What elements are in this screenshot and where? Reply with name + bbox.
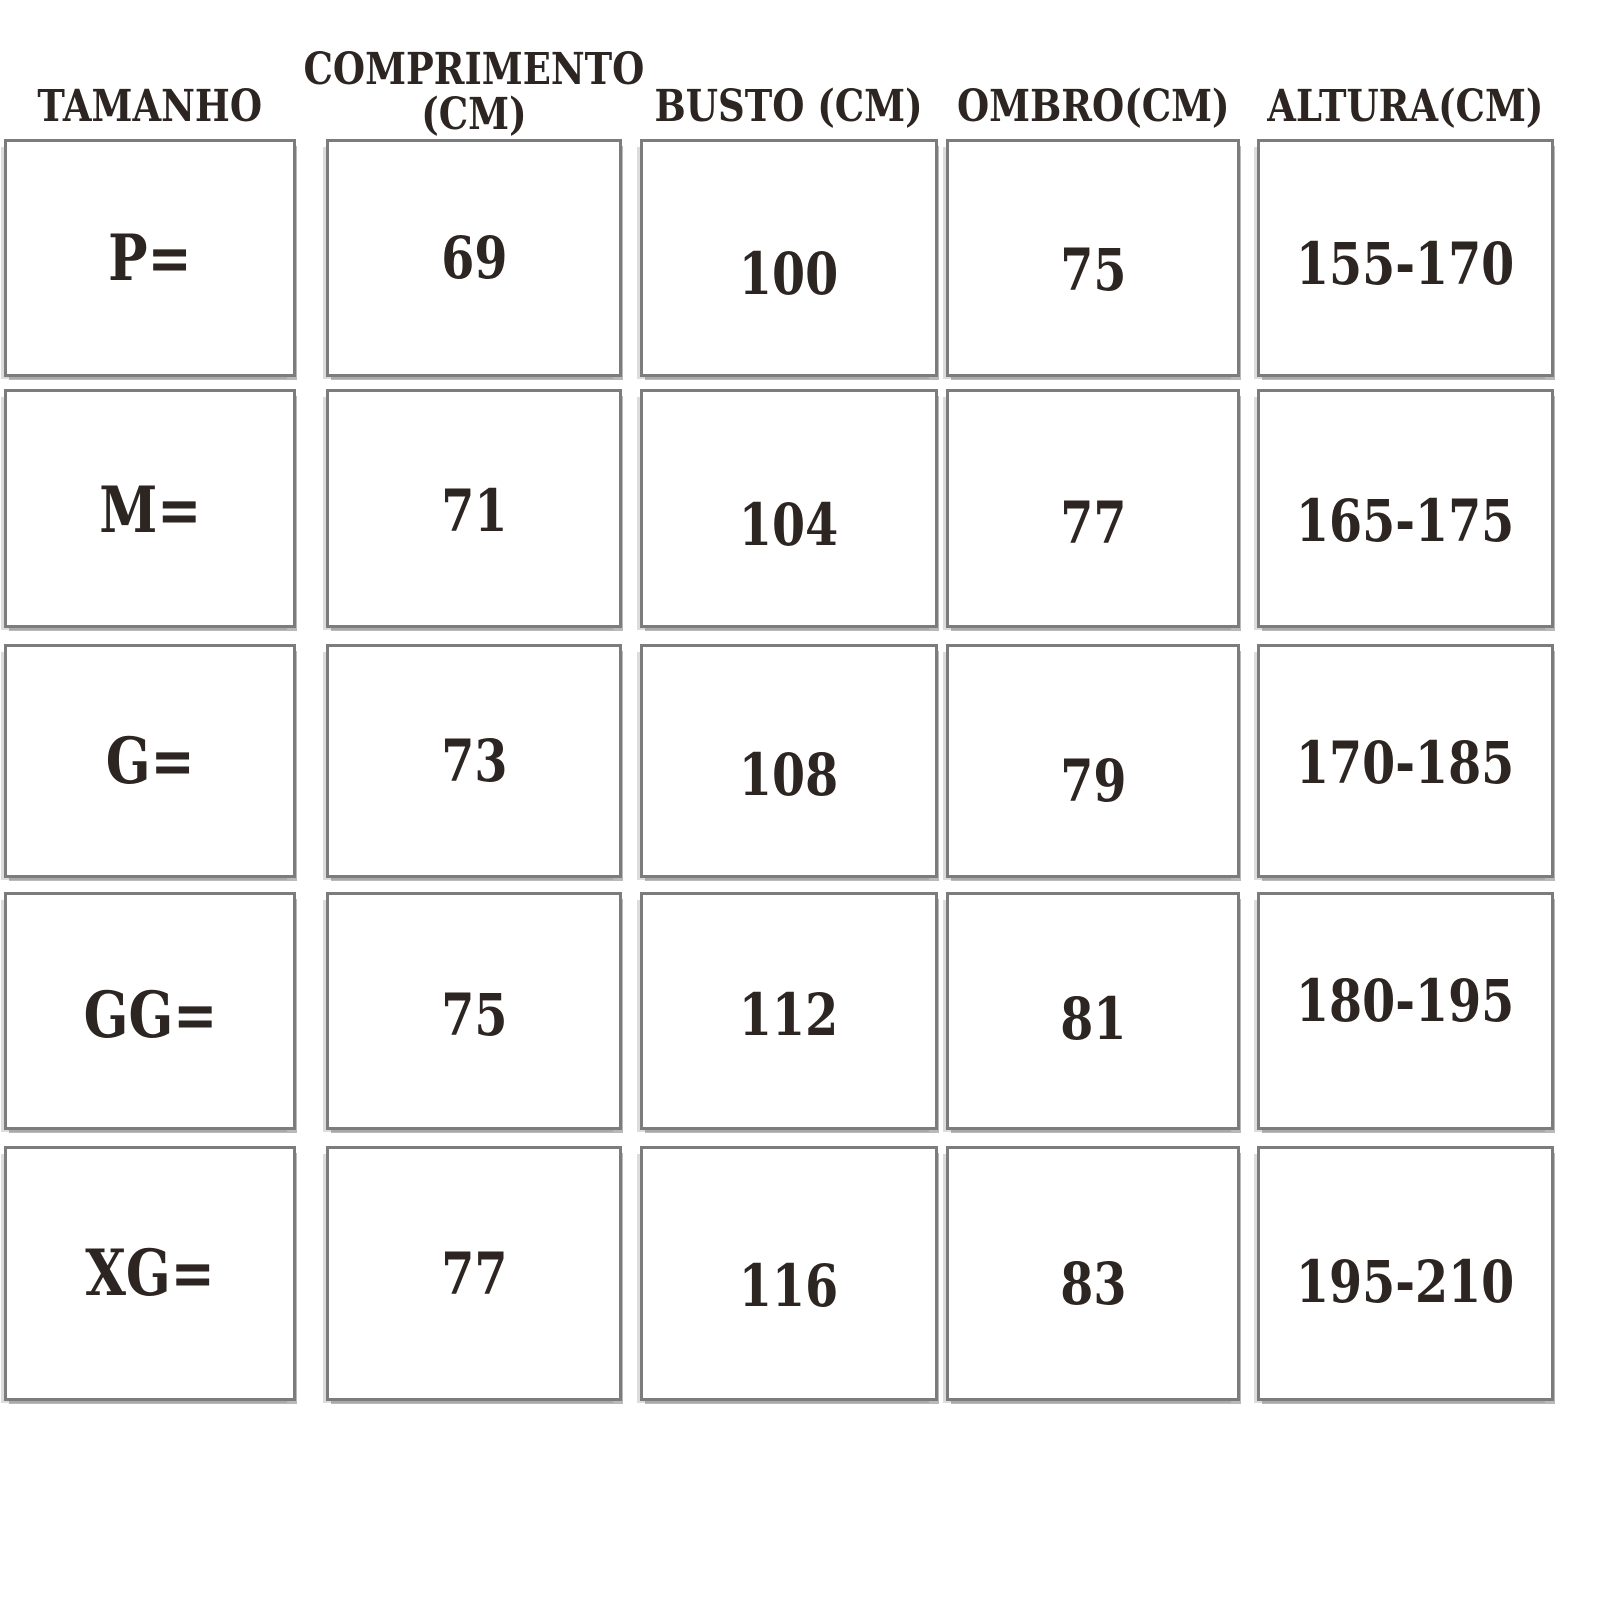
cell-xg-altura-value: 195-210 [1296, 1247, 1515, 1316]
cell-p-ombro-value: 75 [1059, 236, 1127, 304]
cell-gg-busto: 112 [640, 892, 938, 1130]
cell-m-altura: 165-175 [1257, 389, 1554, 628]
cell-p-busto-value: 100 [739, 240, 839, 308]
cell-size-m-value: M= [98, 473, 202, 548]
cell-m-busto: 104 [640, 389, 938, 628]
header-comprimento-line1: COMPRIMENTO [303, 44, 645, 96]
header-ombro: OMBRO(CM) [946, 36, 1240, 140]
cell-xg-ombro: 83 [946, 1146, 1240, 1401]
cell-gg-busto-value: 112 [739, 981, 839, 1049]
cell-g-ombro: 79 [946, 644, 1240, 878]
cell-size-gg: GG= [4, 892, 296, 1130]
cell-gg-altura-value: 180-195 [1296, 967, 1515, 1035]
cell-size-xg: XG= [4, 1146, 296, 1401]
cell-p-comprimento: 69 [326, 139, 622, 377]
cell-xg-altura: 195-210 [1257, 1146, 1554, 1401]
cell-size-p: P= [4, 139, 296, 377]
cell-gg-altura: 180-195 [1257, 892, 1554, 1130]
cell-p-altura-value: 155-170 [1296, 230, 1515, 298]
cell-p-altura: 155-170 [1257, 139, 1554, 377]
header-tamanho-label: TAMANHO [37, 81, 263, 133]
header-busto: BUSTO (CM) [640, 36, 938, 140]
header-tamanho: TAMANHO [4, 36, 296, 140]
header-comprimento: COMPRIMENTO (CM) [304, 36, 645, 140]
cell-m-ombro: 77 [946, 389, 1240, 628]
cell-m-comprimento-value: 71 [440, 476, 508, 545]
cell-p-busto: 100 [640, 139, 938, 377]
cell-g-busto-value: 108 [739, 741, 839, 809]
cell-xg-busto: 116 [640, 1146, 938, 1401]
cell-xg-ombro-value: 83 [1059, 1249, 1127, 1318]
cell-m-altura-value: 165-175 [1296, 486, 1515, 555]
cell-m-ombro-value: 77 [1059, 488, 1127, 557]
cell-g-comprimento-value: 73 [440, 727, 508, 795]
cell-size-p-value: P= [108, 220, 192, 296]
cell-g-altura: 170-185 [1257, 644, 1554, 878]
cell-xg-comprimento-value: 77 [440, 1239, 508, 1308]
header-comprimento-label: COMPRIMENTO (CM) [304, 47, 645, 141]
cell-p-comprimento-value: 69 [440, 224, 508, 292]
cell-xg-comprimento: 77 [326, 1146, 622, 1401]
cell-xg-busto-value: 116 [739, 1251, 839, 1320]
cell-gg-ombro-value: 81 [1059, 985, 1127, 1053]
cell-size-m: M= [4, 389, 296, 628]
cell-size-gg-value: GG= [83, 977, 217, 1053]
header-altura-label: ALTURA(CM) [1267, 81, 1544, 133]
cell-gg-ombro: 81 [946, 892, 1240, 1130]
cell-m-comprimento: 71 [326, 389, 622, 628]
header-comprimento-line2: (CM) [421, 89, 527, 141]
cell-gg-comprimento-value: 75 [440, 981, 508, 1049]
cell-size-g: G= [4, 644, 296, 878]
cell-g-busto: 108 [640, 644, 938, 878]
cell-g-altura-value: 170-185 [1296, 729, 1515, 797]
cell-gg-comprimento: 75 [326, 892, 622, 1130]
cell-size-xg-value: XG= [85, 1236, 215, 1311]
cell-size-g-value: G= [105, 723, 195, 799]
header-busto-label: BUSTO (CM) [654, 81, 924, 133]
cell-g-ombro-value: 79 [1059, 747, 1127, 815]
cell-p-ombro: 75 [946, 139, 1240, 377]
header-ombro-label: OMBRO(CM) [956, 81, 1230, 133]
header-altura: ALTURA(CM) [1257, 36, 1554, 140]
cell-m-busto-value: 104 [739, 490, 839, 559]
cell-g-comprimento: 73 [326, 644, 622, 878]
